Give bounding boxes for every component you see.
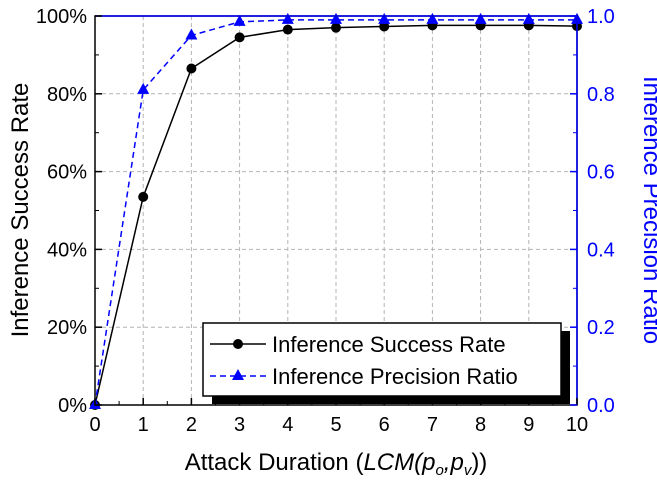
y-left-tick-label: 0%	[58, 395, 87, 417]
series-1-point	[331, 22, 341, 33]
series-2-point	[185, 28, 198, 40]
y-axis-right-label: Inference Precision Ratio	[638, 76, 657, 344]
y-left-tick-label: 60%	[47, 162, 87, 184]
x-tick-label: 0	[89, 414, 100, 436]
series-1-point	[234, 32, 245, 43]
x-tick-label: 10	[566, 414, 588, 436]
x-tick-label: 6	[379, 414, 390, 436]
legend-marker-success	[233, 339, 243, 349]
y-right-tick-label: 0.2	[587, 317, 615, 339]
x-tick-label: 1	[138, 414, 149, 436]
x-axis-label-mid: ,p	[444, 449, 464, 476]
series-1-point	[282, 24, 293, 35]
x-axis-label-italic: LCM(p	[363, 449, 435, 476]
legend: Inference Success Rate Inference Precisi…	[202, 322, 570, 404]
y-left-tick-label: 80%	[47, 84, 87, 106]
series-1-point	[138, 191, 149, 202]
y-right-tick-label: 0.8	[587, 84, 615, 106]
series-2-point	[522, 12, 535, 24]
series-1-point	[379, 21, 390, 32]
series-2-point	[137, 82, 150, 94]
x-tick-label: 8	[475, 414, 486, 436]
x-tick-label: 7	[427, 414, 438, 436]
series-2-point	[233, 14, 246, 26]
legend-label-precision: Inference Precision Ratio	[272, 364, 518, 389]
x-tick-label: 3	[234, 414, 245, 436]
series-2-point	[281, 12, 294, 24]
x-tick-label: 4	[282, 414, 293, 436]
x-axis-label-sub-v: v	[464, 462, 473, 479]
x-axis-label: Attack Duration (LCM(po,pv))	[185, 449, 488, 479]
series-2-point	[426, 12, 439, 24]
series-1-point	[186, 63, 197, 74]
x-axis-label-prefix: Attack Duration (	[185, 449, 364, 476]
y-right-tick-label: 0.4	[587, 239, 615, 261]
x-tick-label: 2	[186, 414, 197, 436]
series-2-point	[378, 12, 391, 24]
series-2-point	[330, 12, 342, 24]
y-left-tick-label: 100%	[36, 6, 87, 28]
series-2-point	[474, 12, 487, 24]
y-right-tick-label: 0.0	[587, 395, 615, 417]
legend-box	[202, 322, 562, 397]
x-tick-label: 9	[523, 414, 534, 436]
y-left-tick-label: 40%	[47, 239, 87, 261]
y-right-tick-label: 1.0	[587, 6, 615, 28]
tick-layer: 0 1 2 3 4 5 6 7 8 9 100%20%40%60%80%100%0.00.20.40…	[36, 6, 615, 436]
y-axis-left-label: Inference Success Rate	[7, 83, 34, 338]
legend-marker-precision	[232, 369, 244, 380]
x-axis-label-sub-o: o	[435, 462, 443, 479]
x-axis-label-suffix: ))	[471, 449, 487, 476]
y-right-tick-label: 0.6	[587, 162, 615, 184]
legend-label-success: Inference Success Rate	[272, 332, 506, 357]
x-tick-label: 5	[330, 414, 341, 436]
y-left-tick-label: 20%	[47, 317, 87, 339]
